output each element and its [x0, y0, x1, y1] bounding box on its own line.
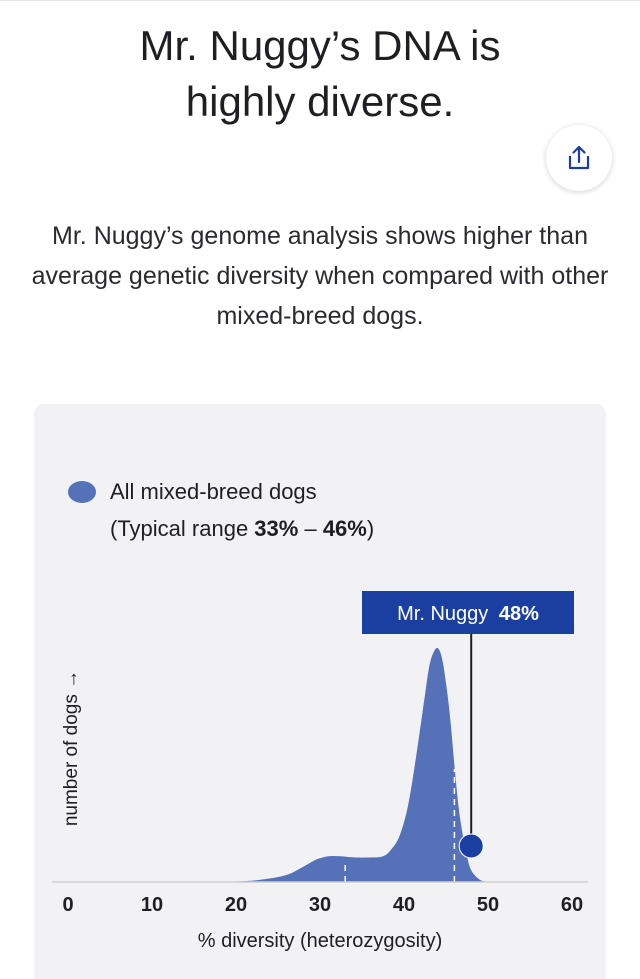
typical-range-lines — [344, 769, 456, 882]
marker-label-text: Mr. Nuggy 48% — [397, 603, 539, 625]
x-tick-label: 20 — [225, 894, 247, 916]
distribution-area — [194, 647, 488, 882]
x-tick-label: 60 — [561, 894, 583, 916]
legend-range-suffix: ) — [366, 516, 375, 541]
marker-label-background — [362, 591, 574, 634]
marker-label-box: Mr. Nuggy 48% — [362, 591, 574, 634]
title-line-2: highly diverse. — [185, 78, 455, 125]
chart-card — [34, 404, 606, 979]
share-button[interactable] — [546, 125, 612, 191]
x-tick-label: 50 — [477, 894, 499, 916]
share-icon — [568, 145, 590, 170]
x-axis-label: % diversity (heterozygosity) — [197, 930, 443, 952]
marker-value: 48% — [499, 603, 539, 625]
x-tick-label: 40 — [393, 894, 415, 916]
page-title: Mr. Nuggy’s DNA is highly diverse. — [0, 18, 640, 130]
legend-swatch — [68, 481, 96, 503]
legend-typical-range: (Typical range 33% – 46%) — [110, 515, 374, 543]
x-tick-label: 0 — [62, 894, 73, 916]
legend-range-prefix: (Typical range — [110, 516, 255, 541]
legend-range-sep: – — [298, 516, 323, 541]
legend-range-high: 46% — [322, 516, 367, 541]
x-tick-labels: 0 10 20 30 40 50 60 — [62, 894, 583, 916]
title-line-1: Mr. Nuggy’s DNA is — [139, 22, 501, 69]
x-tick-label: 30 — [309, 894, 331, 916]
top-divider — [0, 0, 640, 5]
legend-label: All mixed-breed dogs — [110, 479, 317, 504]
x-tick-label: 10 — [141, 894, 163, 916]
marker-dot[interactable] — [458, 833, 484, 859]
marker-name: Mr. Nuggy — [397, 603, 488, 625]
legend-range-low: 33% — [254, 516, 299, 541]
description-text: Mr. Nuggy’s genome analysis shows higher… — [31, 222, 609, 330]
